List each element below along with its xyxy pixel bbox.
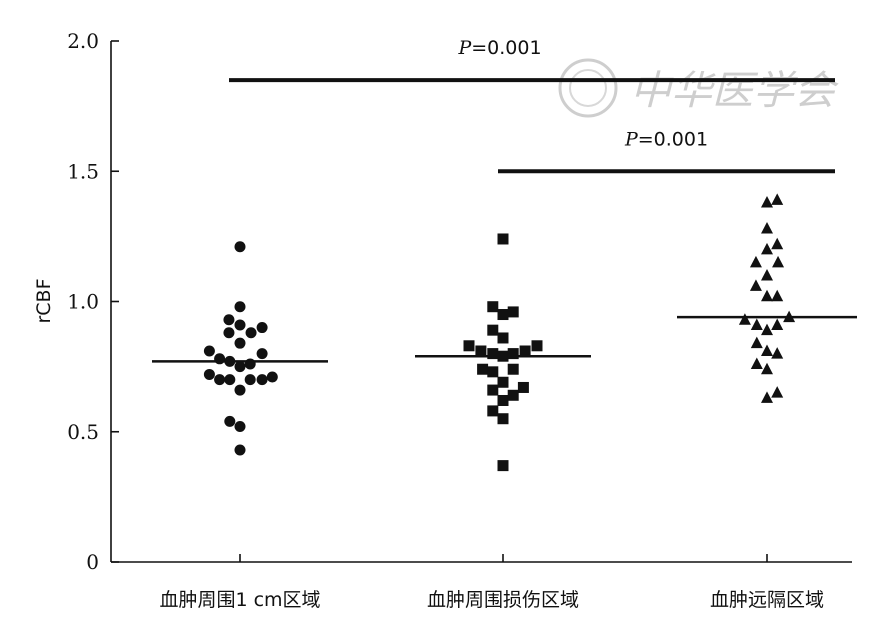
p-value-label: P=0.001 [457, 37, 541, 59]
data-point-triangle [749, 255, 762, 268]
data-point-triangle [761, 391, 773, 403]
x-category-label: 血肿远隔区域 [710, 589, 824, 611]
data-point-circle [234, 319, 246, 331]
data-point-triangle [771, 318, 784, 330]
data-point-square [487, 384, 499, 396]
data-point-circle [224, 374, 236, 386]
data-point-square [487, 348, 499, 360]
data-point-triangle [771, 193, 784, 205]
data-point-circle [256, 374, 268, 386]
data-point-circle [245, 327, 257, 339]
data-point-triangle [738, 313, 751, 325]
p-value: =0.001 [471, 37, 541, 59]
data-point-circle [234, 301, 246, 313]
data-point-circle [234, 444, 246, 456]
data-point-circle [224, 415, 236, 427]
data-point-circle [203, 368, 215, 380]
data-point-circle [223, 327, 235, 339]
x-category-label: 血肿周围1 cm区域 [159, 589, 320, 611]
data-point-square [497, 460, 509, 472]
data-point-circle [244, 374, 256, 386]
data-point-circle [234, 337, 246, 349]
data-point-square [517, 381, 529, 393]
data-point-square [487, 405, 499, 417]
data-point-square [497, 332, 509, 344]
data-point-circle [234, 384, 246, 396]
data-point-circle [244, 358, 256, 370]
data-point-triangle [761, 323, 773, 336]
p-value: =0.001 [638, 128, 708, 150]
data-point-square [475, 345, 487, 357]
data-point-square [531, 340, 543, 352]
y-ticks: 0 0.5 1.0 1.5 2.0 [67, 29, 119, 574]
data-point-triangle [761, 196, 773, 208]
data-point-square [497, 394, 509, 406]
data-point-triangle [771, 347, 784, 359]
y-tick-label: 1.5 [67, 159, 99, 183]
y-axis-title: rCBF [33, 278, 55, 323]
data-point-circle [234, 421, 246, 433]
data-point-circle [203, 345, 215, 357]
data-point-triangle [750, 336, 763, 349]
data-point-circle [214, 374, 226, 386]
data-point-triangle [771, 386, 784, 398]
watermark-logo: 中华医学会 [558, 58, 839, 118]
data-point-square [497, 309, 509, 321]
data-point-square [497, 413, 509, 425]
data-point-square [497, 350, 509, 362]
y-tick-label: 0 [86, 550, 99, 574]
data-point-square [507, 363, 519, 375]
data-point-square [477, 363, 489, 375]
data-point-triangle [750, 318, 763, 330]
data-point-square [487, 324, 499, 336]
data-point-circle [266, 371, 278, 383]
data-point-circle [234, 361, 246, 373]
data-point-triangle [761, 344, 773, 356]
data-point-square [463, 340, 475, 352]
data-point-circle [256, 348, 268, 360]
y-tick-label: 1.0 [67, 290, 99, 314]
y-tick-label: 0.5 [67, 420, 99, 444]
data-point-triangle [761, 289, 773, 302]
data-point-circle [214, 353, 226, 365]
data-point-circle [223, 314, 235, 326]
data-point-square [519, 345, 531, 357]
data-point-square [507, 306, 519, 318]
data-point-triangle [771, 289, 784, 302]
data-point-triangle [750, 357, 763, 370]
data-point-triangle [772, 255, 785, 268]
y-tick-label: 2.0 [67, 29, 99, 53]
p-symbol: P [624, 128, 639, 150]
data-point-square [507, 389, 519, 401]
data-point-triangle [783, 310, 796, 323]
watermark-seal-inner-icon [569, 69, 607, 107]
p-symbol: P [457, 37, 472, 59]
watermark-seal-icon [558, 58, 618, 118]
data-point-triangle [761, 362, 773, 375]
data-point-triangle [761, 242, 773, 255]
data-point-triangle [761, 222, 773, 234]
data-point-square [507, 348, 519, 360]
data-points [203, 193, 796, 472]
data-point-triangle [749, 279, 762, 291]
data-point-square [497, 376, 509, 388]
data-point-square [497, 233, 509, 245]
x-category-label: 血肿周围损伤区域 [427, 589, 579, 611]
data-point-triangle [771, 237, 784, 250]
data-point-triangle [761, 268, 773, 281]
watermark-text: 中华医学会 [630, 68, 839, 114]
x-ticks: 血肿周围1 cm区域 血肿周围损伤区域 血肿远隔区域 [159, 554, 824, 611]
data-point-circle [256, 322, 268, 334]
p-value-label: P=0.001 [624, 128, 708, 150]
data-point-square [487, 301, 499, 313]
data-point-square [487, 366, 499, 378]
data-point-circle [234, 241, 246, 253]
data-point-circle [224, 355, 236, 367]
